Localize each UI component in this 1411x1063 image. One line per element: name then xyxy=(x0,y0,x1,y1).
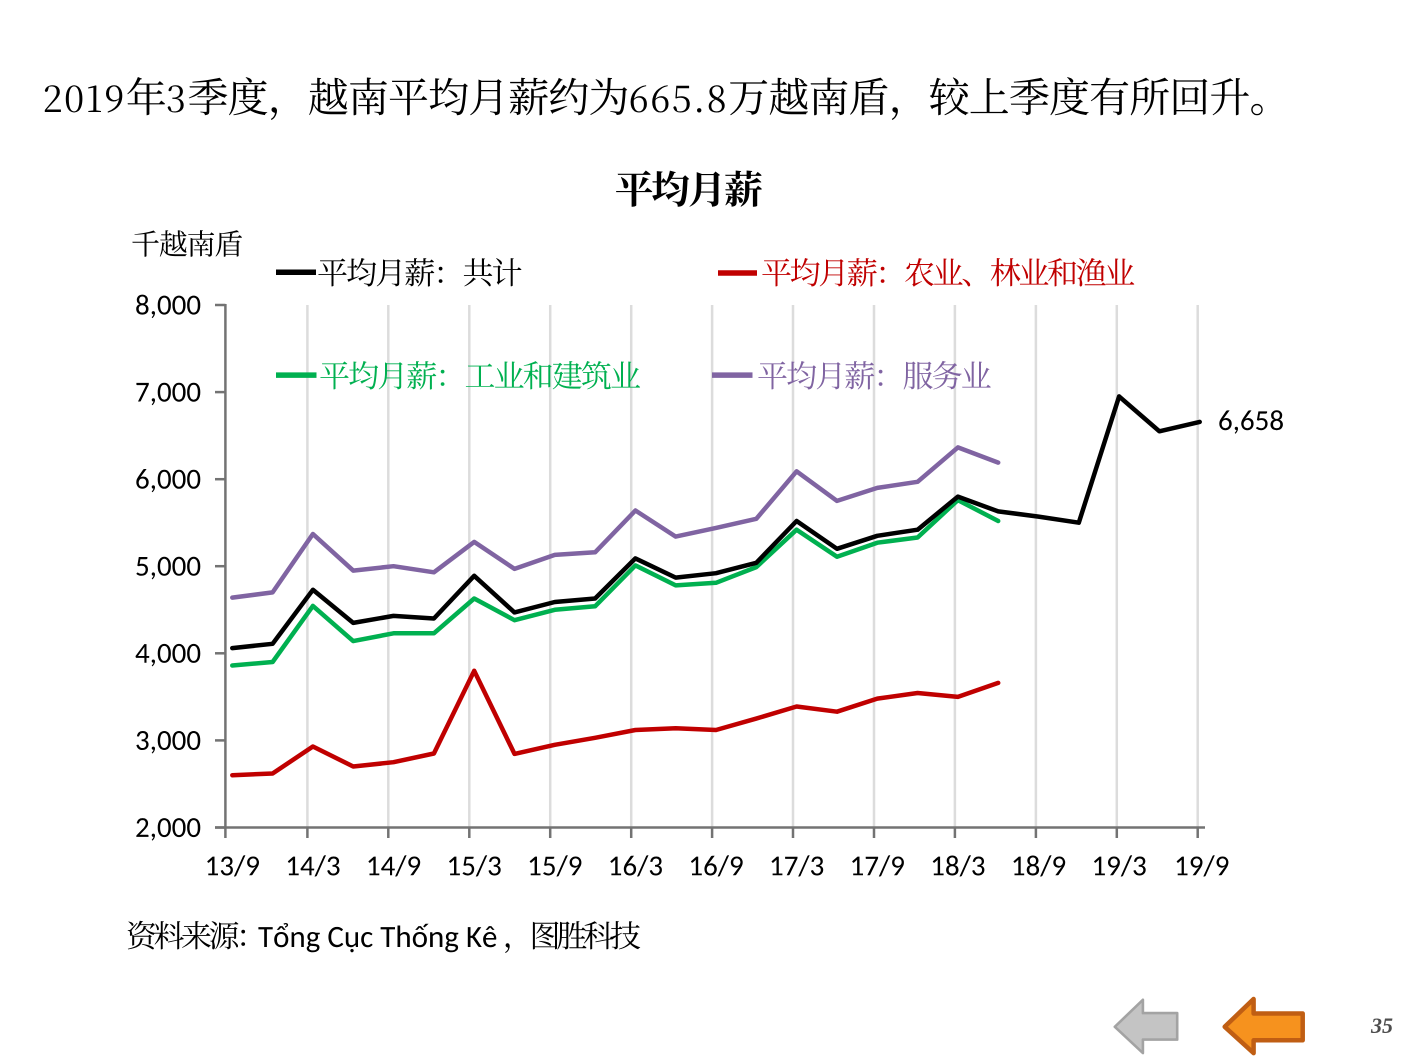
svg-text:35: 35 xyxy=(1370,1013,1393,1038)
